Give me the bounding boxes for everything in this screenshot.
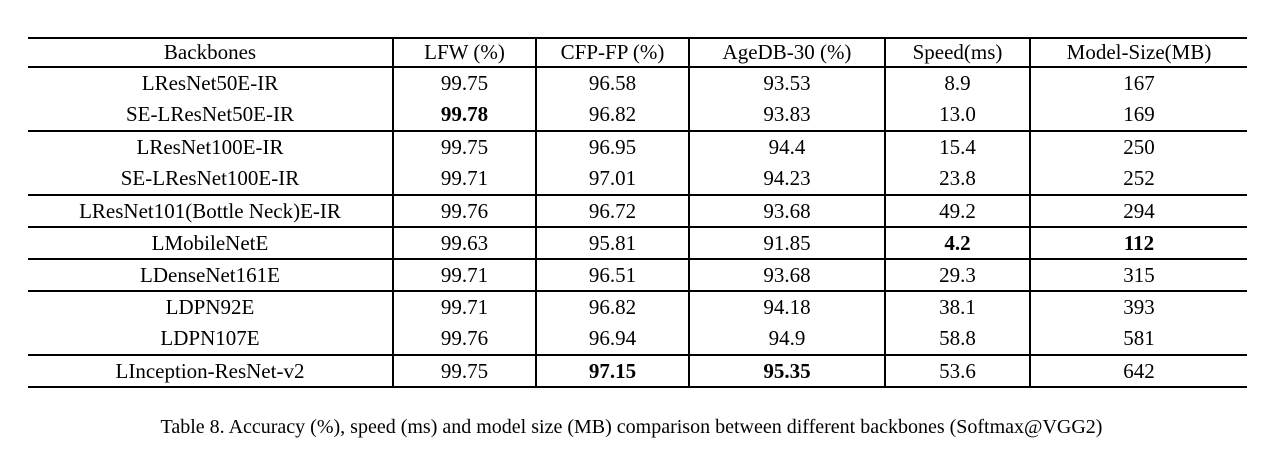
value-cell: 112 <box>1029 227 1247 259</box>
value-cell: 94.23 <box>688 163 885 195</box>
value-cell: 97.01 <box>535 163 689 195</box>
column-header: CFP-FP (%) <box>535 38 689 67</box>
column-header: Speed(ms) <box>884 38 1030 67</box>
backbone-name-cell: SE-LResNet100E-IR <box>120 166 300 190</box>
value-cell: 95.35 <box>688 355 885 387</box>
value-cell: 49.2 <box>884 195 1030 227</box>
value-cell: 169 <box>1029 99 1247 131</box>
table-row: LMobileNetE 99.63 95.81 91.85 4.2 112 <box>28 227 1247 259</box>
backbone-name-cell: LDPN107E <box>160 326 260 350</box>
value-cell: 99.75 <box>392 131 536 163</box>
value-cell: 96.94 <box>535 323 689 355</box>
value-cell: 99.78 <box>392 99 536 131</box>
backbone-name-cell: SE-LResNet50E-IR <box>126 102 294 126</box>
value-cell: 94.4 <box>688 131 885 163</box>
table-row: SE-LResNet50E-IR 99.78 96.82 93.83 13.0 169 <box>28 99 1247 131</box>
backbone-name-cell: LResNet100E-IR <box>136 135 284 159</box>
value-cell: 94.9 <box>688 323 885 355</box>
value-cell: 167 <box>1029 67 1247 99</box>
value-cell: 96.51 <box>535 259 689 291</box>
value-cell: 96.95 <box>535 131 689 163</box>
backbone-name-cell: LDPN92E <box>165 295 255 319</box>
backbone-name-cell: LResNet101(Bottle Neck)E-IR <box>79 198 341 223</box>
column-header: Model-Size(MB) <box>1029 38 1247 67</box>
value-cell: 58.8 <box>884 323 1030 355</box>
column-header: AgeDB-30 (%) <box>688 38 885 67</box>
value-cell: 252 <box>1029 163 1247 195</box>
value-cell: 93.53 <box>688 67 885 99</box>
column-header: LFW (%) <box>392 38 536 67</box>
value-cell: 642 <box>1029 355 1247 387</box>
table-header-row: Backbones LFW (%) CFP-FP (%) AgeDB-30 (%) Sp… <box>28 38 1247 67</box>
table-row: LResNet50E-IR 99.75 96.58 93.53 8.9 167 <box>28 67 1247 99</box>
table-row: LResNet101(Bottle Neck)E-IR 99.76 96.72 93.… <box>28 195 1247 227</box>
value-cell: 99.71 <box>392 291 536 323</box>
value-cell: 96.82 <box>535 291 689 323</box>
table-caption: Table 8. Accuracy (%), speed (ms) and mo… <box>160 416 1103 438</box>
value-cell: 99.76 <box>392 323 536 355</box>
value-cell: 99.76 <box>392 195 536 227</box>
value-cell: 96.82 <box>535 99 689 131</box>
backbone-name-cell: LMobileNetE <box>151 230 269 255</box>
value-cell: 393 <box>1029 291 1247 323</box>
value-cell: 96.58 <box>535 67 689 99</box>
table-row: LInception-ResNet-v2 99.75 97.15 95.35 53.6 6… <box>28 355 1247 387</box>
value-cell: 93.68 <box>688 259 885 291</box>
value-cell: 8.9 <box>884 67 1030 99</box>
value-cell: 95.81 <box>535 227 689 259</box>
backbone-name-cell: LDenseNet161E <box>140 262 280 287</box>
table-head: Backbones LFW (%) CFP-FP (%) AgeDB-30 (%) Sp… <box>28 38 1247 67</box>
value-cell: 94.18 <box>688 291 885 323</box>
backbones-comparison-table: Backbones LFW (%) CFP-FP (%) AgeDB-30 (%) Sp… <box>28 37 1247 388</box>
column-header: Backbones <box>163 40 257 64</box>
table-row: LResNet100E-IR 99.75 96.95 94.4 15.4 250 <box>28 131 1247 163</box>
value-cell: 99.75 <box>392 355 536 387</box>
backbone-name-cell: LInception-ResNet-v2 <box>115 358 305 383</box>
value-cell: 4.2 <box>884 227 1030 259</box>
value-cell: 315 <box>1029 259 1247 291</box>
value-cell: 250 <box>1029 131 1247 163</box>
value-cell: 15.4 <box>884 131 1030 163</box>
value-cell: 38.1 <box>884 291 1030 323</box>
value-cell: 99.75 <box>392 67 536 99</box>
value-cell: 581 <box>1029 323 1247 355</box>
value-cell: 23.8 <box>884 163 1030 195</box>
value-cell: 99.71 <box>392 163 536 195</box>
value-cell: 13.0 <box>884 99 1030 131</box>
value-cell: 96.72 <box>535 195 689 227</box>
table-row: LDPN92E 99.71 96.82 94.18 38.1 393 <box>28 291 1247 323</box>
table-row: LDenseNet161E 99.71 96.51 93.68 29.3 315 <box>28 259 1247 291</box>
value-cell: 99.71 <box>392 259 536 291</box>
value-cell: 91.85 <box>688 227 885 259</box>
value-cell: 93.83 <box>688 99 885 131</box>
value-cell: 97.15 <box>535 355 689 387</box>
value-cell: 29.3 <box>884 259 1030 291</box>
value-cell: 99.63 <box>392 227 536 259</box>
table-row: LDPN107E 99.76 96.94 94.9 58.8 581 <box>28 323 1247 355</box>
table-body: LResNet50E-IR 99.75 96.58 93.53 8.9 167 SE-LRe… <box>28 67 1247 387</box>
value-cell: 93.68 <box>688 195 885 227</box>
value-cell: 294 <box>1029 195 1247 227</box>
backbone-name-cell: LResNet50E-IR <box>141 71 279 95</box>
table-row: SE-LResNet100E-IR 99.71 97.01 94.23 23.8 252 <box>28 163 1247 195</box>
value-cell: 53.6 <box>884 355 1030 387</box>
